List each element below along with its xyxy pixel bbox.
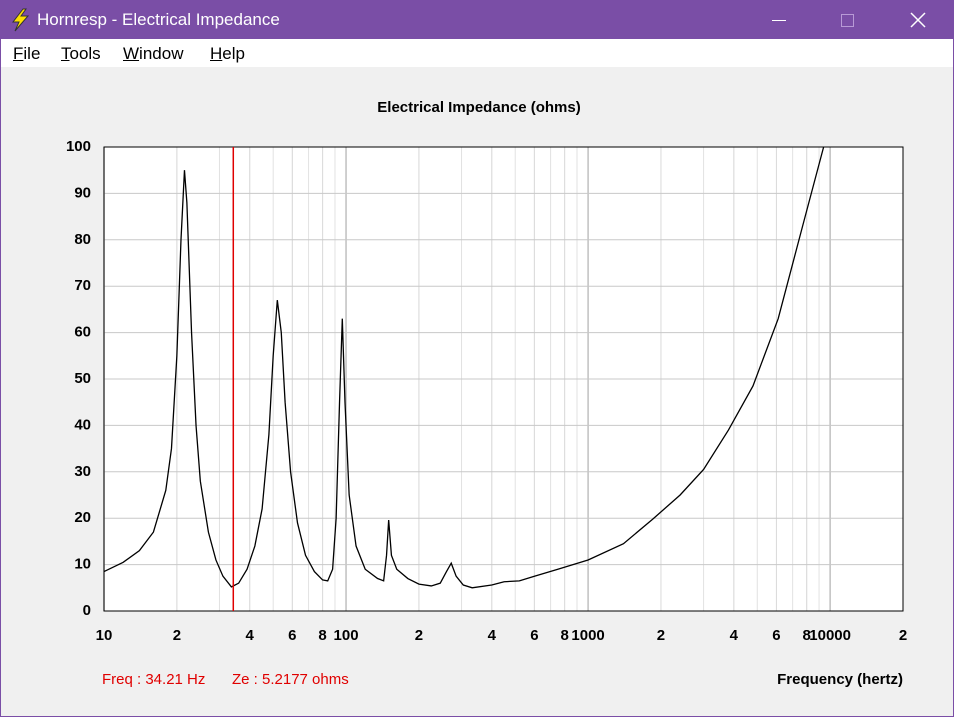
maximize-button[interactable] xyxy=(841,14,854,27)
x-tick-label: 6 xyxy=(530,627,538,644)
menu-bar: File Tools Window Help xyxy=(1,39,953,67)
y-tick-label: 100 xyxy=(66,138,91,155)
x-tick-label: 4 xyxy=(488,627,497,644)
title-bar: Hornresp - Electrical Impedance xyxy=(1,1,953,39)
x-tick-label: 6 xyxy=(288,627,296,644)
x-tick-label: 8 xyxy=(560,627,568,644)
x-tick-label: 1000 xyxy=(571,627,604,644)
x-tick-label: 100 xyxy=(334,627,359,644)
y-tick-label: 60 xyxy=(74,324,91,341)
cursor-frequency: Freq : 34.21 Hz xyxy=(102,671,205,688)
x-tick-label: 2 xyxy=(899,627,907,644)
x-tick-label: 10 xyxy=(96,627,113,644)
menu-item[interactable]: Window xyxy=(123,44,184,63)
app-icon xyxy=(11,8,30,32)
window-title: Hornresp - Electrical Impedance xyxy=(37,10,280,29)
y-tick-label: 40 xyxy=(74,416,91,433)
menu-item[interactable]: Tools xyxy=(61,44,101,63)
close-button[interactable] xyxy=(910,12,926,28)
x-tick-label: 2 xyxy=(657,627,665,644)
plot-border xyxy=(103,146,904,612)
chart: Electrical Impedance (ohms) Frequency (h… xyxy=(66,99,907,688)
x-tick-label: 2 xyxy=(415,627,423,644)
y-tick-label: 80 xyxy=(74,231,91,248)
x-tick-label: 2 xyxy=(173,627,181,644)
x-tick-label: 10000 xyxy=(809,627,851,644)
y-tick-label: 0 xyxy=(83,602,91,619)
impedance-curve xyxy=(104,147,825,589)
plot-clip xyxy=(104,147,825,589)
y-tick-label: 50 xyxy=(74,370,91,387)
x-tick-label: 4 xyxy=(730,627,739,644)
y-tick-label: 30 xyxy=(74,463,91,480)
y-tick-label: 90 xyxy=(74,184,91,201)
y-tick-label: 10 xyxy=(74,556,91,573)
menu-item[interactable]: Help xyxy=(210,44,245,63)
cursor-impedance: Ze : 5.2177 ohms xyxy=(232,671,349,688)
x-tick-label: 4 xyxy=(246,627,255,644)
y-tick-label: 70 xyxy=(74,277,91,294)
x-tick-label: 8 xyxy=(803,627,811,644)
x-axis-label: Frequency (hertz) xyxy=(777,671,903,688)
chart-title: Electrical Impedance (ohms) xyxy=(377,99,580,116)
x-tick-label: 8 xyxy=(318,627,326,644)
y-tick-label: 20 xyxy=(74,509,91,526)
x-tick-label: 6 xyxy=(772,627,780,644)
menu-item[interactable]: File xyxy=(13,44,41,63)
